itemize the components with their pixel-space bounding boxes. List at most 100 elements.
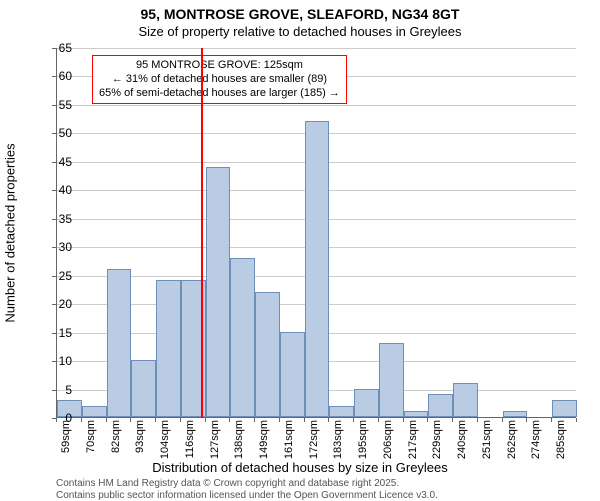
x-tick-label: 93sqm — [134, 420, 146, 453]
y-tick-mark — [52, 162, 56, 163]
x-tick-mark — [576, 418, 577, 422]
y-tick-mark — [52, 76, 56, 77]
y-tick-mark — [52, 133, 56, 134]
histogram-bar — [82, 406, 107, 417]
y-tick-mark — [52, 276, 56, 277]
annotation-line1: 95 MONTROSE GROVE: 125sqm — [99, 59, 340, 73]
x-tick-label: 127sqm — [209, 420, 221, 459]
x-tick-label: 183sqm — [332, 420, 344, 459]
x-tick-label: 251sqm — [481, 420, 493, 459]
histogram-bar — [428, 394, 453, 417]
y-tick-label: 10 — [42, 354, 72, 368]
x-tick-mark — [353, 418, 354, 422]
histogram-bar — [230, 258, 255, 417]
y-tick-mark — [52, 247, 56, 248]
histogram-bar — [131, 360, 156, 417]
x-tick-mark — [229, 418, 230, 422]
chart-title-line2: Size of property relative to detached ho… — [0, 24, 600, 39]
x-tick-label: 274sqm — [530, 420, 542, 459]
chart-title-line1: 95, MONTROSE GROVE, SLEAFORD, NG34 8GT — [0, 6, 600, 22]
marker-annotation: 95 MONTROSE GROVE: 125sqm ← 31% of detac… — [92, 55, 347, 104]
x-tick-label: 172sqm — [308, 420, 320, 459]
y-tick-mark — [52, 190, 56, 191]
histogram-bar — [379, 343, 404, 417]
grid-line — [57, 105, 576, 106]
y-tick-label: 5 — [42, 383, 72, 397]
x-tick-label: 59sqm — [60, 420, 72, 453]
histogram-bar — [552, 400, 577, 417]
x-tick-mark — [130, 418, 131, 422]
x-tick-mark — [106, 418, 107, 422]
y-tick-label: 40 — [42, 183, 72, 197]
y-tick-label: 55 — [42, 98, 72, 112]
footer-line2: Contains public sector information licen… — [56, 490, 438, 501]
x-tick-mark — [304, 418, 305, 422]
x-tick-mark — [551, 418, 552, 422]
x-tick-mark — [180, 418, 181, 422]
y-tick-mark — [52, 48, 56, 49]
x-axis-label: Distribution of detached houses by size … — [0, 460, 600, 475]
x-tick-label: 116sqm — [184, 420, 196, 458]
y-tick-mark — [52, 219, 56, 220]
x-tick-mark — [81, 418, 82, 422]
x-tick-label: 82sqm — [110, 420, 122, 453]
x-tick-mark — [56, 418, 57, 422]
grid-line — [57, 48, 576, 49]
y-tick-mark — [52, 390, 56, 391]
x-tick-mark — [502, 418, 503, 422]
x-tick-mark — [328, 418, 329, 422]
histogram-bar — [206, 167, 231, 417]
x-tick-mark — [477, 418, 478, 422]
x-tick-label: 104sqm — [159, 420, 171, 459]
marker-line — [201, 48, 203, 418]
histogram-bar — [107, 269, 132, 417]
x-tick-mark — [403, 418, 404, 422]
histogram-bar — [404, 411, 429, 417]
y-axis-label: Number of detached properties — [3, 143, 18, 322]
histogram-bar — [305, 121, 330, 417]
y-tick-label: 60 — [42, 69, 72, 83]
x-tick-label: 262sqm — [506, 420, 518, 459]
y-tick-label: 35 — [42, 212, 72, 226]
x-tick-label: 138sqm — [233, 420, 245, 459]
histogram-bar — [255, 292, 280, 417]
x-tick-mark — [279, 418, 280, 422]
annotation-line2: ← 31% of detached houses are smaller (89… — [99, 73, 340, 87]
x-tick-mark — [205, 418, 206, 422]
x-tick-label: 240sqm — [456, 420, 468, 459]
x-tick-mark — [452, 418, 453, 422]
y-tick-label: 15 — [42, 326, 72, 340]
histogram-bar — [156, 280, 181, 417]
chart-container: 95, MONTROSE GROVE, SLEAFORD, NG34 8GT S… — [0, 0, 600, 500]
histogram-bar — [280, 332, 305, 417]
x-tick-mark — [427, 418, 428, 422]
x-tick-mark — [378, 418, 379, 422]
x-tick-mark — [155, 418, 156, 422]
x-tick-label: 206sqm — [382, 420, 394, 459]
y-tick-label: 50 — [42, 126, 72, 140]
x-tick-label: 195sqm — [357, 420, 369, 459]
x-tick-mark — [526, 418, 527, 422]
x-tick-label: 161sqm — [283, 420, 295, 459]
histogram-bar — [354, 389, 379, 417]
y-tick-label: 65 — [42, 41, 72, 55]
x-tick-label: 285sqm — [555, 420, 567, 459]
histogram-bar — [503, 411, 528, 417]
y-tick-label: 45 — [42, 155, 72, 169]
y-tick-mark — [52, 361, 56, 362]
x-tick-label: 229sqm — [431, 420, 443, 459]
x-tick-label: 149sqm — [258, 420, 270, 459]
attribution-footer: Contains HM Land Registry data © Crown c… — [56, 478, 438, 501]
y-tick-label: 25 — [42, 269, 72, 283]
histogram-bar — [453, 383, 478, 417]
y-tick-label: 30 — [42, 240, 72, 254]
x-tick-mark — [254, 418, 255, 422]
footer-line1: Contains HM Land Registry data © Crown c… — [56, 478, 438, 490]
y-tick-label: 20 — [42, 297, 72, 311]
x-tick-label: 70sqm — [85, 420, 97, 453]
annotation-line3: 65% of semi-detached houses are larger (… — [99, 87, 340, 101]
histogram-bar — [329, 406, 354, 417]
x-tick-label: 217sqm — [407, 420, 419, 459]
y-tick-mark — [52, 333, 56, 334]
y-tick-mark — [52, 304, 56, 305]
